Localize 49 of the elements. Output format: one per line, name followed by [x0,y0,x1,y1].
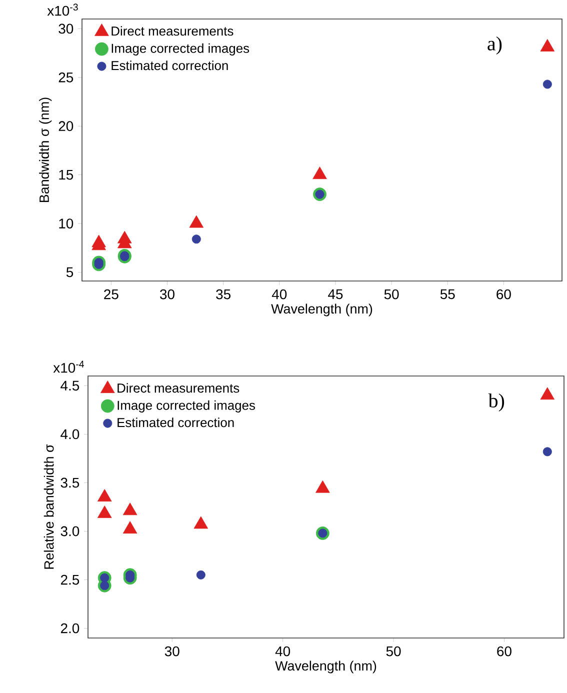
y-axis-title: Relative bandwidth σ [44,444,54,569]
x-tick-label: 60 [496,289,511,300]
y-tick-label: 20 [58,121,74,132]
point [540,387,555,400]
x-axis-title: Wavelength (nm) [275,660,376,674]
x-tick-label: 40 [275,646,290,656]
x-tick-label: 45 [328,289,343,300]
x-tick-label: 30 [160,289,174,300]
y-axis-title: Bandwidth σ (nm) [39,98,52,202]
point [312,166,327,180]
y-tick-label: 15 [59,170,74,180]
text: x10$^{-4}$ [53,360,84,373]
annotation: b) [488,393,504,412]
legend-label: Estimated correction [118,418,234,428]
point [97,489,112,502]
legend-label: Direct measurements [112,26,234,36]
y-tick-label: 5 [66,267,74,278]
x-axis-title: Wavelength (nm) [271,304,372,316]
y-tick-label: 30 [58,24,74,34]
y-tick-label: 25 [58,72,74,82]
x-tick-label: 50 [384,289,399,300]
x-tick-label: 35 [216,289,230,300]
legend-label: Estimated correction [112,60,228,70]
y-tick-label: 10 [59,218,74,228]
y-tick-label: 4.5 [60,380,80,391]
point [122,502,138,516]
point [192,234,201,244]
y-tick-label: 2.5 [60,574,80,585]
point [97,506,112,518]
x-tick-label: 55 [440,289,455,300]
point [316,480,330,493]
legend-label: Image corrected images [112,43,250,56]
x-tick-label: 30 [164,646,180,656]
legend-label: Direct measurements [118,383,240,393]
x-tick-label: 40 [272,289,287,300]
annotation: a) [488,36,502,54]
point [194,516,208,529]
point [540,39,555,52]
y-tick-label: 3.5 [60,478,80,488]
y-tick-label: 4.0 [60,429,80,440]
x-tick-label: 60 [497,646,512,656]
y-tick-label: 2.0 [60,623,80,634]
y-tick-label: 3.0 [60,526,80,536]
point [196,570,206,580]
x-tick-label: 50 [386,646,401,656]
point [122,521,138,534]
x-tick-label: 25 [104,289,118,300]
text: x10$^{-3}$ [47,4,78,16]
legend-label: Image corrected images [118,400,256,412]
